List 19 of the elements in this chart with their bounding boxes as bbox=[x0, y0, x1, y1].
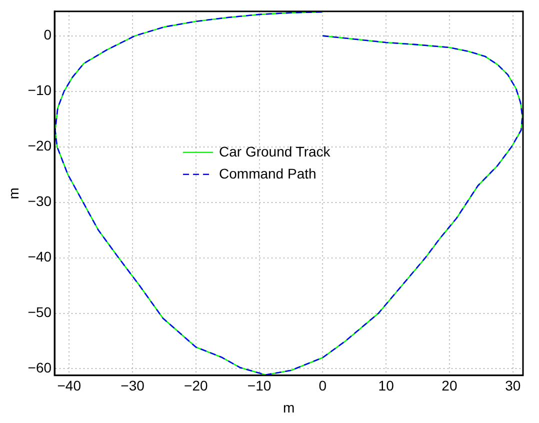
x-tick-label: 10 bbox=[378, 378, 394, 394]
x-tick-label: −40 bbox=[57, 378, 82, 394]
y-axis-title: m bbox=[5, 188, 22, 200]
legend-label: Car Ground Track bbox=[219, 143, 332, 160]
y-tick-label: −20 bbox=[28, 138, 52, 154]
x-tick-label: 30 bbox=[505, 378, 521, 394]
x-tick-label: −30 bbox=[120, 378, 145, 394]
x-tick-label: −10 bbox=[247, 378, 272, 394]
y-tick-label: −50 bbox=[28, 304, 52, 320]
y-tick-label: −40 bbox=[28, 248, 52, 265]
y-tick-label: −10 bbox=[28, 82, 52, 98]
x-tick-label: −20 bbox=[184, 378, 208, 394]
x-axis-title: m bbox=[282, 399, 295, 416]
y-tick-label: −60 bbox=[28, 360, 52, 376]
y-tick-label: −30 bbox=[28, 193, 52, 210]
x-tick-label: 20 bbox=[442, 378, 458, 394]
y-tick-label: 0 bbox=[44, 26, 52, 43]
legend-label: Command Path bbox=[219, 165, 316, 182]
x-tick-label: 0 bbox=[318, 378, 327, 394]
